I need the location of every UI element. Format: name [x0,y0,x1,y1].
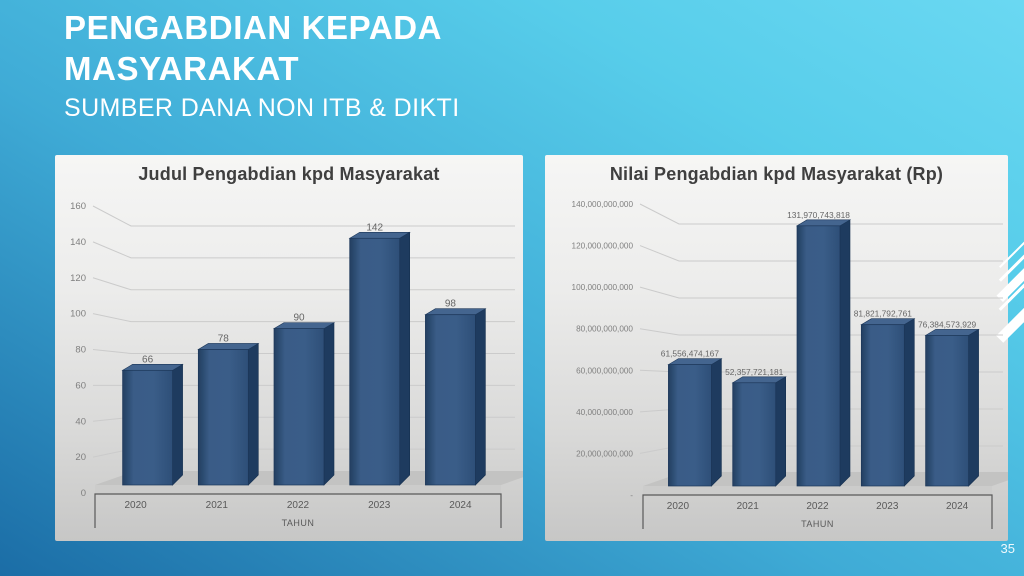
svg-text:81,821,792,761: 81,821,792,761 [854,309,913,319]
chart-panel-judul: Judul Pengabdian kpd Masyarakat 0 20 40 60 8… [55,155,523,541]
slide-title: PENGABDIAN KEPADA MASYARAKAT [64,8,460,90]
svg-text:100: 100 [70,309,86,320]
svg-text:52,357,721,181: 52,357,721,181 [725,367,784,377]
svg-text:78: 78 [218,333,230,344]
svg-text:0: 0 [81,488,86,499]
slide-title-block: PENGABDIAN KEPADA MASYARAKAT SUMBER DANA … [64,8,460,123]
svg-text:100,000,000,000: 100,000,000,000 [572,283,634,292]
svg-text:80: 80 [75,345,86,356]
svg-text:160: 160 [70,201,86,212]
svg-text:20,000,000,000: 20,000,000,000 [576,449,633,458]
svg-text:2022: 2022 [287,500,310,511]
diagonal-stripes-decoration [996,230,1024,356]
svg-text:TAHUN: TAHUN [282,518,315,528]
svg-text:60,000,000,000: 60,000,000,000 [576,366,633,375]
svg-text:140: 140 [70,237,86,248]
svg-text:60: 60 [75,380,86,391]
chart-title-judul: Judul Pengabdian kpd Masyarakat [138,164,440,184]
svg-text:TAHUN: TAHUN [801,519,834,529]
svg-text:2023: 2023 [876,501,899,512]
page-number: 35 [1000,541,1015,556]
svg-text:2024: 2024 [946,501,969,512]
nilai-bar-chart: - 20,000,000,000 40,000,000,000 60,000,000,… [572,200,1008,529]
svg-text:98: 98 [445,299,457,310]
svg-text:80,000,000,000: 80,000,000,000 [576,325,633,334]
svg-text:120: 120 [70,273,86,284]
slide-title-line2: MASYARAKAT [64,49,300,87]
svg-text:2024: 2024 [449,500,472,511]
svg-text:2020: 2020 [124,500,147,511]
svg-text:90: 90 [293,313,305,324]
svg-text:2021: 2021 [737,501,760,512]
svg-text:-: - [630,491,633,500]
svg-text:131,970,743,818: 131,970,743,818 [787,210,850,220]
svg-text:76,384,573,929: 76,384,573,929 [918,319,977,329]
svg-text:2021: 2021 [206,500,229,511]
svg-text:2022: 2022 [806,501,829,512]
slide-title-line1: PENGABDIAN KEPADA [64,9,443,46]
svg-text:2020: 2020 [667,501,690,512]
svg-text:66: 66 [142,354,154,365]
svg-text:140,000,000,000: 140,000,000,000 [572,200,634,209]
svg-text:20: 20 [75,452,86,463]
judul-bar-chart: 0 20 40 60 80 100 120 140 160 66 78 90 142 98 2020 2021… [70,201,523,528]
svg-text:2023: 2023 [368,500,391,511]
svg-text:40,000,000,000: 40,000,000,000 [576,408,633,417]
svg-text:142: 142 [366,222,383,233]
chart-title-nilai: Nilai Pengabdian kpd Masyarakat (Rp) [609,164,944,184]
chart-panel-nilai: Nilai Pengabdian kpd Masyarakat (Rp) - 20… [545,155,1008,541]
slide-subtitle: SUMBER DANA NON ITB & DIKTI [64,93,460,122]
svg-text:40: 40 [75,416,86,427]
svg-text:120,000,000,000: 120,000,000,000 [572,242,634,251]
svg-text:61,556,474,167: 61,556,474,167 [661,349,720,359]
